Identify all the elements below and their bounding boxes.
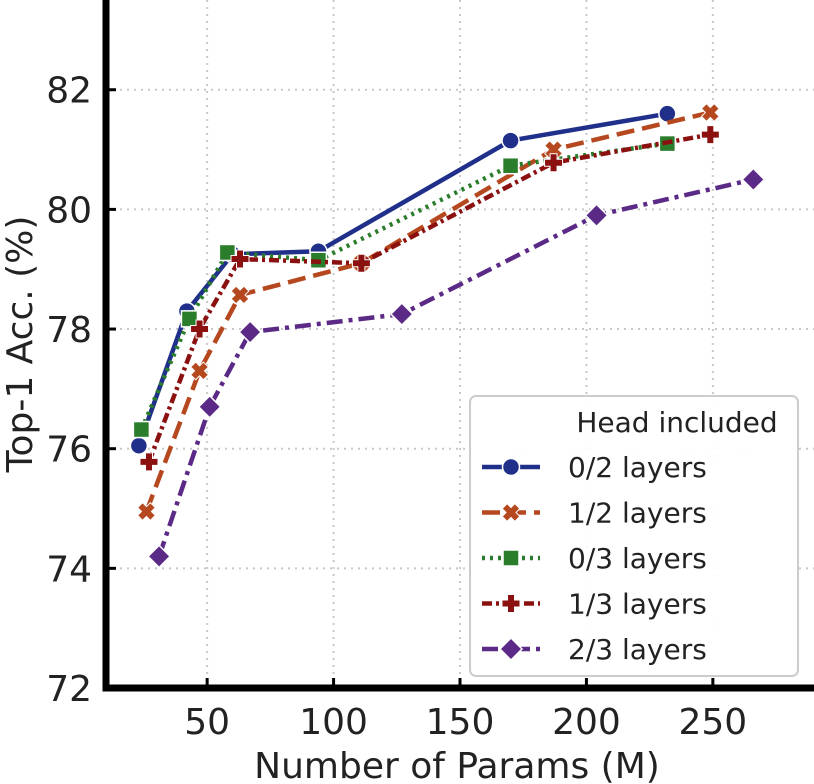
- x-tick-label-100: 100: [299, 702, 368, 743]
- series-4-point-2: [238, 319, 263, 345]
- series-3-point-3: [351, 253, 371, 273]
- legend-title: Head included: [576, 406, 777, 439]
- series-3-point-0: [139, 452, 159, 472]
- x-tick-label-200: 200: [552, 702, 621, 743]
- y-tick-label-80: 80: [46, 190, 92, 231]
- legend-swatch-marker-4: [498, 636, 524, 662]
- axes: 50 100 150 200 250 72 74 76 78 80 82: [46, 0, 814, 743]
- series-2: [132, 134, 677, 439]
- legend-label-0: 0/2 layers: [568, 451, 707, 484]
- y-tick-label-78: 78: [46, 310, 92, 351]
- legend-label-1: 1/2 layers: [568, 497, 707, 530]
- series-0-point-0: [129, 436, 149, 455]
- legend-label-4: 2/3 layers: [568, 633, 707, 666]
- y-tick-label-76: 76: [46, 430, 92, 471]
- series-layer: [129, 102, 766, 569]
- series-1-point-1: [190, 361, 210, 381]
- series-4-point-4: [584, 203, 609, 228]
- series-4-point-3: [389, 302, 414, 327]
- y-tick-label-82: 82: [46, 71, 92, 112]
- series-4-point-5: [741, 167, 766, 192]
- x-tick-label-50: 50: [184, 702, 230, 743]
- legend-swatch-marker-1: [501, 502, 521, 523]
- series-4-point-0: [147, 544, 172, 569]
- series-3: [139, 125, 720, 472]
- series-0-point-4: [501, 131, 520, 150]
- series-3-point-1: [190, 319, 210, 339]
- x-tick-label-150: 150: [426, 702, 495, 743]
- legend-swatch-marker-2: [502, 549, 520, 567]
- series-1-point-5: [700, 102, 720, 123]
- y-axis-label: Top-1 Acc. (%): [0, 216, 41, 474]
- series-line-0: [136, 111, 668, 447]
- series-3-point-4: [544, 153, 564, 173]
- y-tick-label-74: 74: [46, 549, 92, 590]
- series-1: [136, 102, 720, 522]
- legend-swatch-marker-3: [501, 594, 521, 613]
- series-1-point-2: [230, 285, 250, 305]
- legend: Head included 0/2 layers 1/2 layers 0/3 la…: [469, 395, 799, 677]
- series-4: [147, 167, 766, 569]
- series-line-2: [139, 141, 668, 431]
- y-tick-label-72: 72: [46, 669, 92, 710]
- series-3-point-5: [700, 125, 720, 145]
- legend-label-3: 1/3 layers: [568, 588, 707, 621]
- series-2-point-4: [501, 156, 520, 175]
- series-3-point-2: [230, 249, 250, 269]
- legend-swatch-marker-0: [501, 457, 521, 477]
- x-tick-label-250: 250: [678, 702, 747, 743]
- series-2-point-0: [132, 420, 151, 439]
- legend-label-2: 0/3 layers: [568, 542, 707, 575]
- x-axis-label: Number of Params (M): [254, 746, 660, 784]
- legend-box: [469, 395, 799, 677]
- series-line-4: [156, 177, 754, 558]
- series-1-point-0: [136, 501, 157, 522]
- series-2-point-1: [180, 310, 199, 328]
- series-4-point-1: [197, 394, 222, 419]
- series-line-1: [144, 110, 711, 513]
